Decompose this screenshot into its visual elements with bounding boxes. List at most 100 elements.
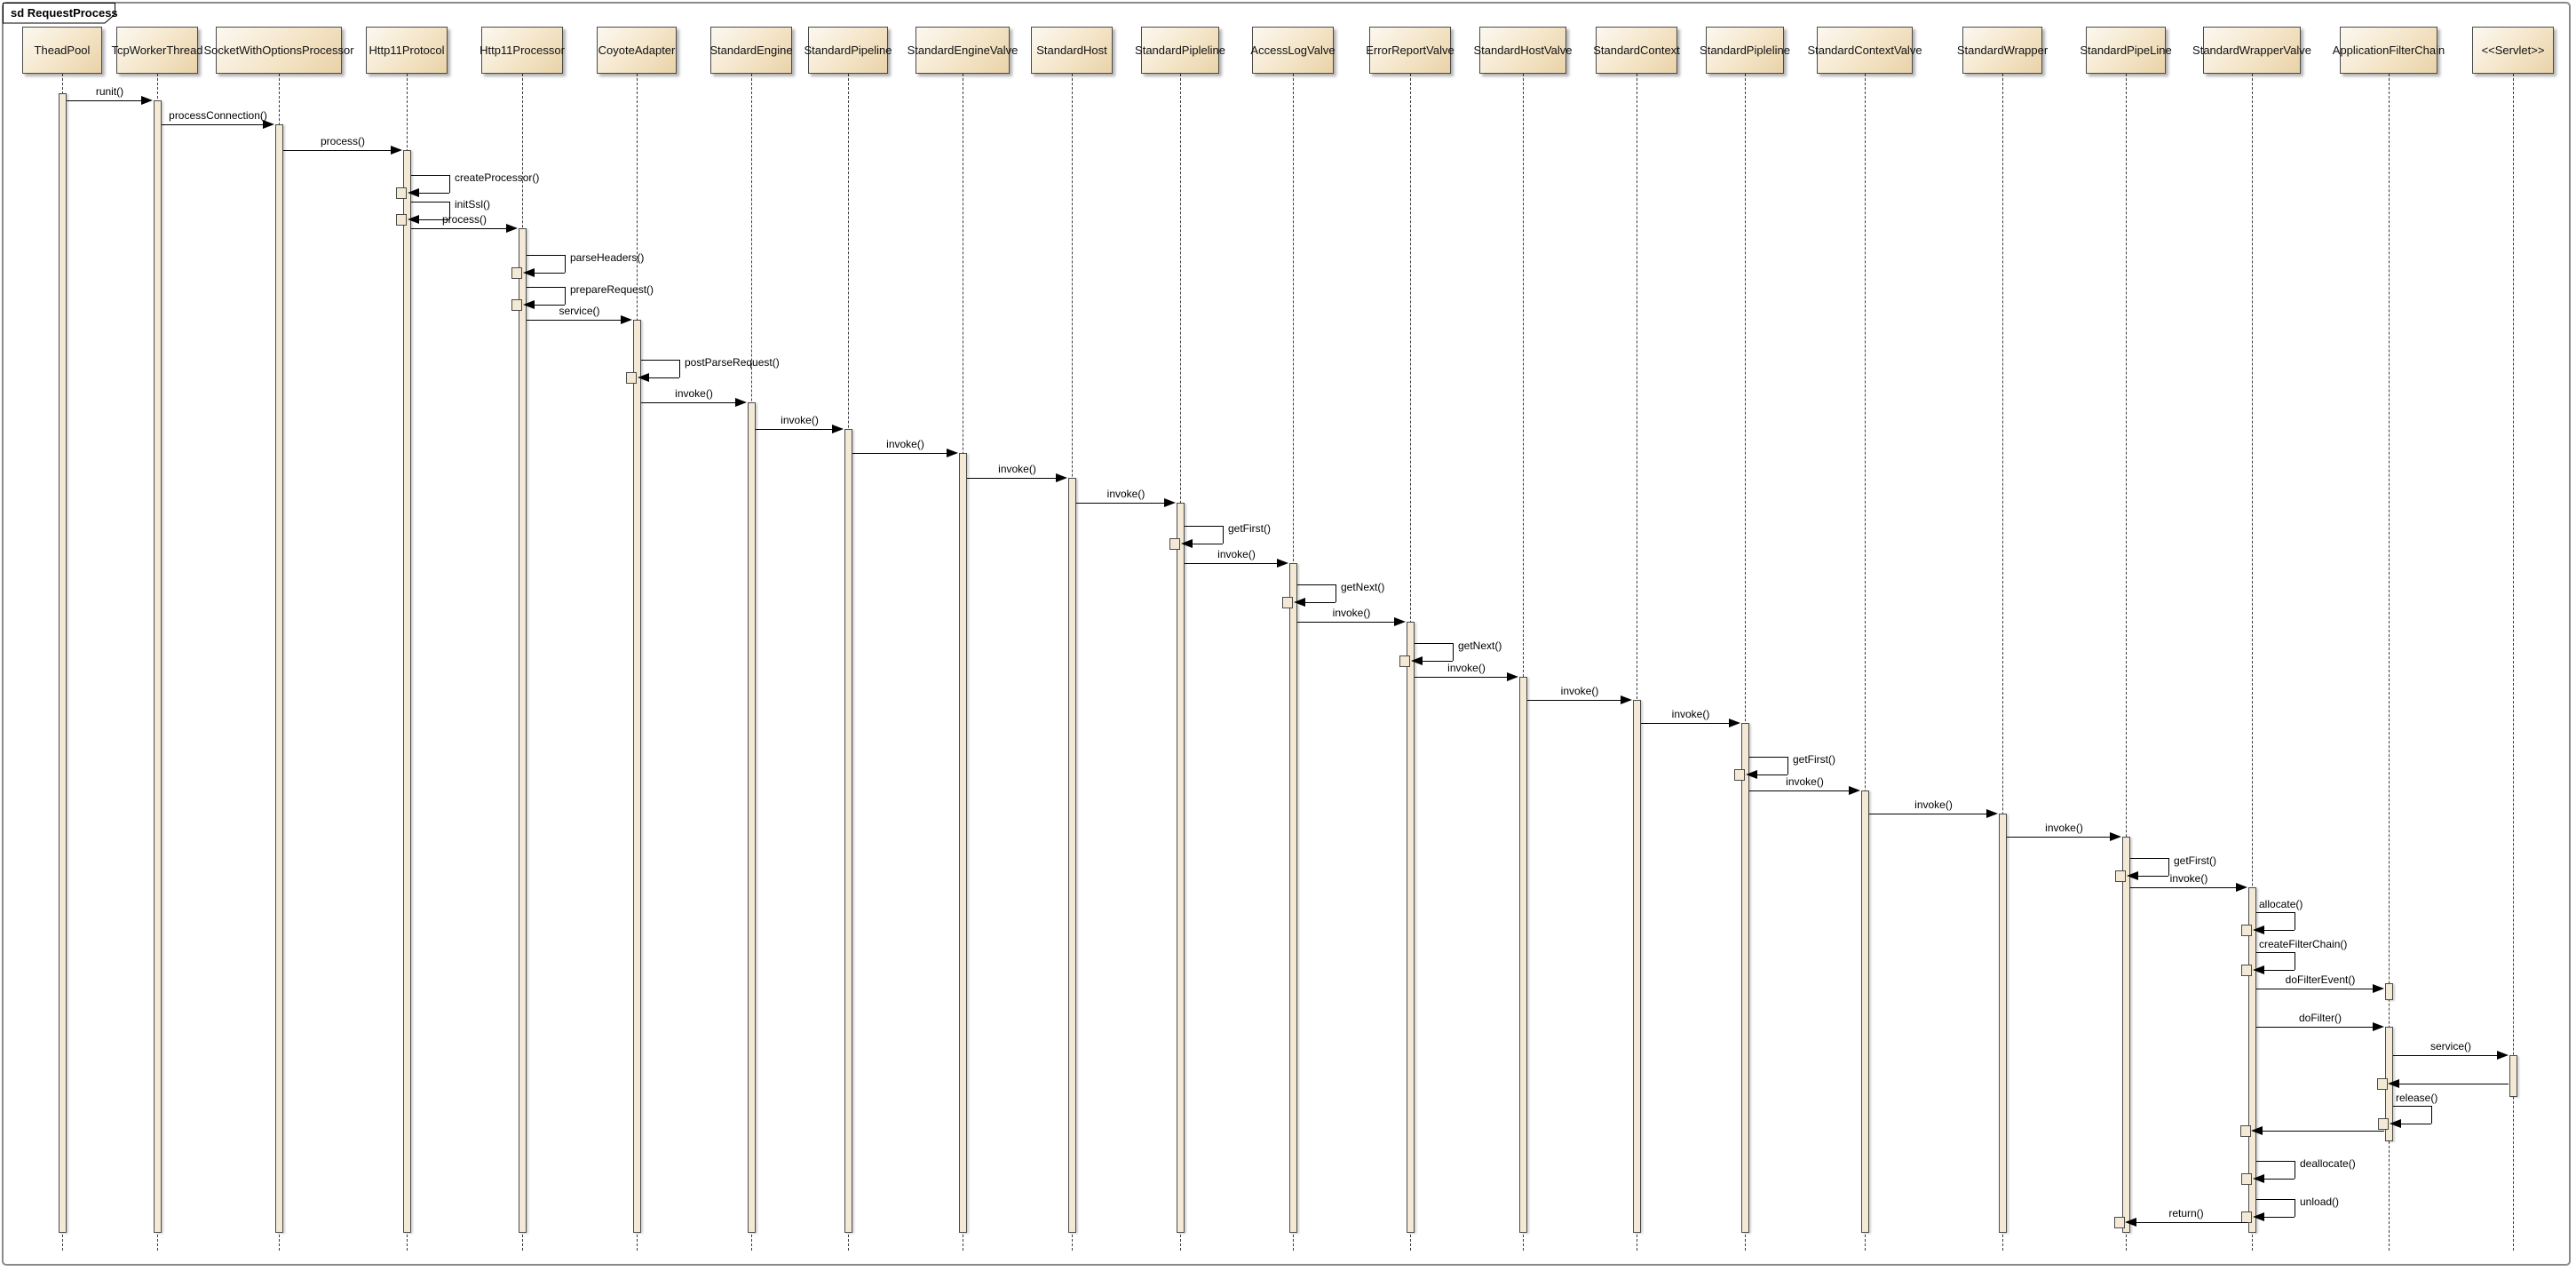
return-target-box bbox=[2240, 1125, 2251, 1137]
lifeline-head-CoyoteAdapter: CoyoteAdapter bbox=[597, 27, 677, 74]
lifeline-head-StandardEngine: StandardEngine bbox=[709, 27, 793, 74]
activation-bar-16 bbox=[1740, 723, 1749, 1233]
arrowhead-icon bbox=[1294, 598, 1305, 607]
self-return-box bbox=[511, 299, 522, 311]
message-line bbox=[1076, 503, 1165, 504]
arrowhead-icon bbox=[1986, 809, 1998, 818]
lifeline-head-StandardHost: StandardHost bbox=[1031, 27, 1113, 74]
lifeline-head-AccessLogValve: AccessLogValve bbox=[1250, 27, 1336, 74]
lifeline-14 bbox=[1523, 74, 1524, 1251]
arrowhead-icon bbox=[408, 188, 419, 197]
self-call-side bbox=[2431, 1106, 2432, 1124]
self-call-bottom bbox=[648, 377, 679, 378]
arrowhead-icon bbox=[1056, 473, 1067, 482]
self-call-bottom bbox=[418, 193, 449, 194]
lifeline-20 bbox=[2252, 74, 2253, 1251]
self-call-top bbox=[2256, 1199, 2295, 1200]
self-call-top bbox=[411, 175, 449, 176]
self-call-top bbox=[1297, 584, 1336, 585]
arrowhead-icon bbox=[391, 146, 402, 155]
self-call-bottom bbox=[1422, 661, 1453, 662]
self-return-box bbox=[511, 267, 522, 279]
lifeline-head-StandardEngineValve: StandardEngineValve bbox=[908, 27, 1018, 74]
message-label: invoke() bbox=[1560, 685, 1599, 697]
lifeline-head-StandardPipeline: StandardPipeline bbox=[804, 27, 892, 74]
activation-bar-17 bbox=[1860, 790, 1869, 1233]
arrowhead-icon bbox=[506, 224, 518, 233]
message-line bbox=[2007, 837, 2111, 838]
self-call-label: allocate() bbox=[2259, 898, 2303, 910]
self-call-bottom bbox=[1304, 602, 1336, 603]
message-label: service() bbox=[2429, 1040, 2471, 1053]
lifeline-22 bbox=[2513, 74, 2514, 1251]
activation-bar-15 bbox=[1632, 700, 1641, 1233]
self-call-side bbox=[1223, 526, 1224, 544]
lifeline-18 bbox=[2002, 74, 2003, 1251]
return-line bbox=[2263, 1131, 2384, 1132]
self-call-top bbox=[411, 202, 449, 203]
arrowhead-icon bbox=[735, 398, 747, 407]
message-line bbox=[641, 402, 736, 403]
arrowhead-icon bbox=[523, 268, 535, 277]
arrowhead-icon bbox=[2110, 832, 2121, 841]
self-return-box bbox=[396, 214, 407, 226]
activation-bar-1 bbox=[58, 93, 67, 1233]
activation-bar-13 bbox=[1406, 622, 1415, 1233]
self-call-bottom bbox=[534, 273, 565, 274]
message-line bbox=[527, 320, 622, 321]
self-call-label: unload() bbox=[2300, 1196, 2340, 1208]
message-label: invoke() bbox=[1786, 775, 1824, 788]
arrowhead-icon bbox=[2253, 1212, 2264, 1221]
arrowhead-icon bbox=[947, 449, 958, 457]
message-line bbox=[1749, 790, 1850, 791]
return-line bbox=[2136, 1222, 2247, 1223]
self-call-side bbox=[1787, 757, 1788, 775]
self-call-bottom bbox=[2263, 1217, 2295, 1218]
message-label: invoke() bbox=[2045, 822, 2083, 834]
lifeline-head-StandardHostValve: StandardHostValve bbox=[1473, 27, 1573, 74]
arrowhead-icon bbox=[1394, 617, 1406, 626]
message-label: invoke() bbox=[1447, 662, 1486, 674]
arrowhead-icon bbox=[2251, 1126, 2263, 1135]
message-line bbox=[2393, 1055, 2498, 1056]
arrowhead-icon bbox=[2236, 883, 2247, 892]
self-call-top bbox=[641, 360, 679, 361]
arrowhead-icon bbox=[2253, 965, 2264, 974]
message-line bbox=[2256, 1027, 2374, 1028]
self-call-label: getNext() bbox=[1341, 581, 1385, 593]
self-call-bottom bbox=[418, 219, 449, 220]
lifeline-head-ErrorReportValve: ErrorReportValve bbox=[1366, 27, 1454, 74]
arrowhead-icon bbox=[1849, 786, 1860, 795]
arrowhead-icon bbox=[1277, 559, 1288, 568]
message-line bbox=[1185, 563, 1278, 564]
activation-bar-4 bbox=[402, 150, 411, 1233]
message-label: invoke() bbox=[886, 438, 924, 450]
lifeline-head-SocketWithOptionsProcessor: SocketWithOptionsProcessor bbox=[203, 27, 354, 74]
lifeline-head-TcpWorkerThread: TcpWorkerThread bbox=[111, 27, 203, 74]
activation-bar-2 bbox=[153, 100, 162, 1233]
message-label: invoke() bbox=[1914, 798, 1953, 811]
arrowhead-icon bbox=[2253, 925, 2264, 934]
self-return-box bbox=[1169, 538, 1180, 550]
activation-bar-11 bbox=[1176, 503, 1185, 1233]
self-call-top bbox=[2256, 1161, 2295, 1162]
arrowhead-icon bbox=[408, 215, 419, 224]
activation-bar-22 bbox=[2509, 1055, 2517, 1097]
self-call-side bbox=[2168, 858, 2169, 876]
lifeline-19 bbox=[2126, 74, 2127, 1251]
self-call-bottom bbox=[2263, 970, 2295, 971]
message-line bbox=[67, 100, 142, 101]
self-call-bottom bbox=[534, 305, 565, 306]
self-call-top bbox=[2393, 1106, 2431, 1107]
message-label: invoke() bbox=[675, 387, 713, 400]
lifeline-head-Http11Processor: Http11Processor bbox=[480, 27, 565, 74]
message-line bbox=[967, 478, 1057, 479]
return-target-box bbox=[2377, 1078, 2388, 1090]
self-call-top bbox=[1415, 643, 1453, 644]
self-call-side bbox=[565, 255, 566, 273]
return-label: return() bbox=[2168, 1207, 2204, 1219]
self-return-box bbox=[1399, 655, 1410, 667]
self-call-top bbox=[2130, 858, 2168, 859]
